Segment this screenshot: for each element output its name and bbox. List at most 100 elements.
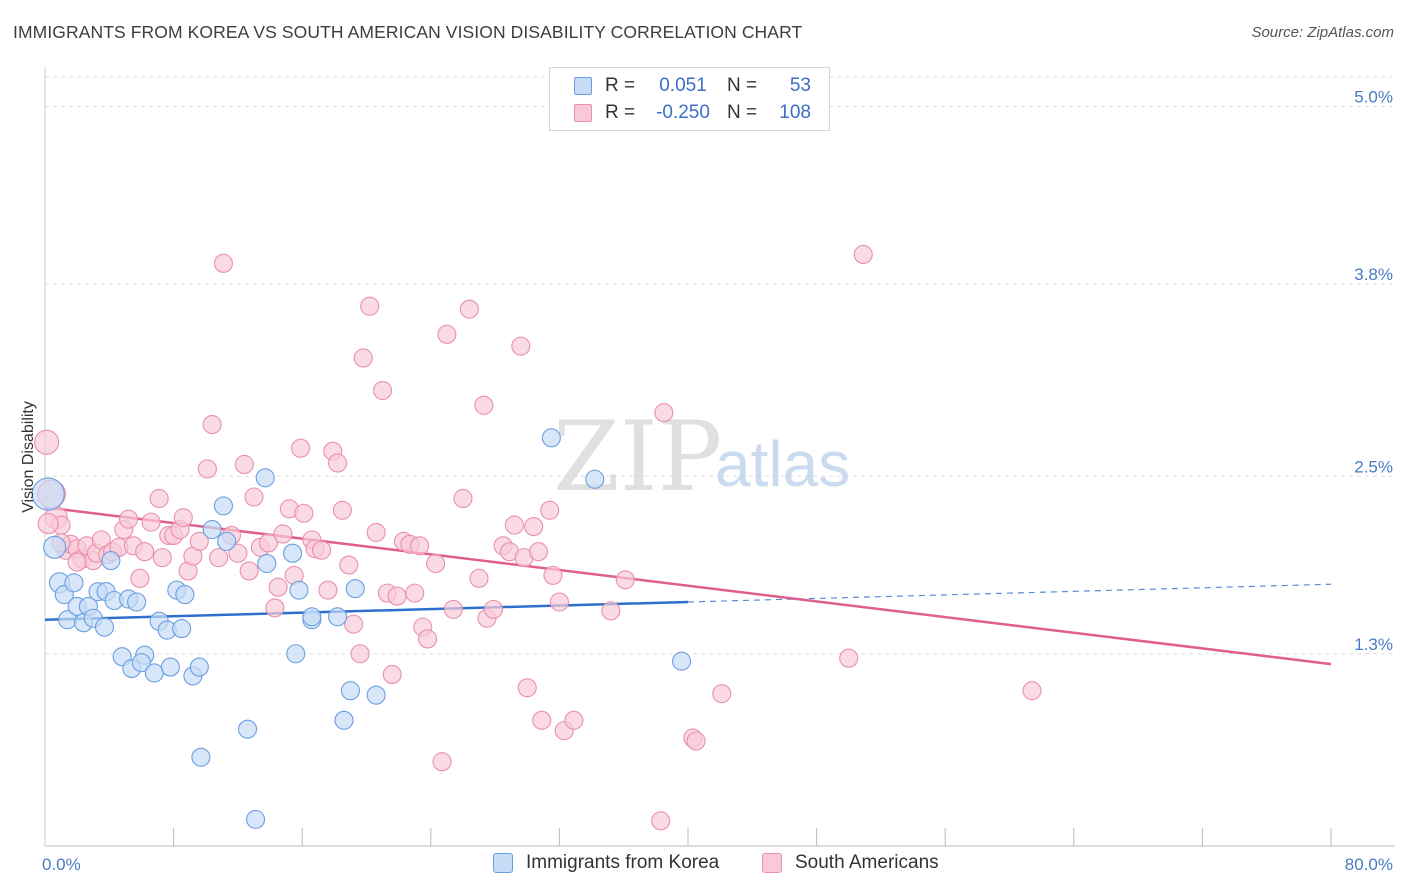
south-american-point	[141, 512, 161, 532]
legend-swatch-south-americans	[574, 104, 592, 122]
korea-point	[101, 551, 121, 571]
south-american-point	[152, 548, 172, 568]
korea-point	[131, 653, 151, 673]
south-american-point	[213, 253, 233, 273]
south-american-point	[294, 503, 314, 523]
south-american-point	[339, 555, 359, 575]
south-american-point	[228, 543, 248, 563]
south-american-point	[432, 752, 452, 772]
korea-trend-extension	[687, 583, 1332, 603]
korea-point	[283, 543, 303, 563]
south-american-point	[443, 599, 463, 619]
south-american-point	[453, 488, 473, 509]
south-american-point	[234, 454, 254, 475]
south-american-point	[654, 403, 674, 423]
legend-swatch-korea	[493, 853, 513, 873]
south-american-point	[350, 644, 370, 664]
korea-point	[672, 651, 692, 671]
korea-point	[191, 747, 211, 767]
south-american-point	[244, 487, 264, 507]
legend-swatch-korea	[574, 77, 592, 95]
south-american-point	[387, 586, 407, 606]
korea-point	[217, 531, 237, 551]
legend-r-value: -0.250	[656, 102, 710, 123]
x-tick-label: 80.0%	[1345, 855, 1393, 874]
south-american-point	[853, 244, 873, 265]
legend-item-south-americans: South Americans	[762, 852, 939, 874]
south-american-point	[67, 552, 87, 572]
legend-n-label: N =	[727, 102, 758, 123]
south-american-point	[353, 348, 373, 368]
south-american-point	[189, 531, 209, 551]
south-american-point	[373, 380, 393, 401]
south-american-point	[426, 553, 446, 574]
korea-point	[237, 719, 258, 739]
korea-point	[64, 573, 84, 593]
south-american-point	[173, 508, 193, 528]
x-tick-label: 0.0%	[42, 855, 81, 874]
legend-n-label: N =	[727, 75, 758, 96]
korea-point	[172, 619, 192, 639]
legend-item-korea: Immigrants from Korea	[493, 852, 719, 874]
legend-n-value: 108	[779, 102, 811, 123]
korea-point	[213, 496, 233, 516]
south-american-point	[366, 522, 386, 543]
south-american-point	[209, 548, 229, 568]
y-tick-label: 3.8%	[1354, 265, 1393, 284]
korea-point	[257, 553, 277, 574]
korea-point	[286, 644, 306, 664]
south-american-point	[528, 542, 549, 562]
chart-title: IMMIGRANTS FROM KOREA VS SOUTH AMERICAN …	[13, 22, 803, 42]
south-american-point	[540, 500, 560, 520]
series-legend: Immigrants from Korea South Americans	[0, 852, 1406, 878]
south-american-point	[524, 517, 544, 537]
south-american-point	[130, 568, 150, 588]
south-american-point	[517, 678, 537, 698]
legend-row-korea: R = 0.051 N = 53	[574, 73, 811, 99]
korea-point	[189, 657, 209, 677]
south-american-point	[258, 533, 278, 553]
watermark: ZIP atlas	[553, 401, 850, 513]
korea-point	[202, 519, 222, 540]
source-label: Source: ZipAtlas.com	[1251, 24, 1394, 41]
south-american-point	[328, 453, 348, 473]
korea-point	[127, 592, 147, 612]
south-american-point	[651, 811, 671, 831]
south-american-point	[469, 568, 489, 588]
south-american-point	[564, 710, 584, 730]
korea-point	[175, 585, 195, 605]
y-tick-label: 1.3%	[1354, 635, 1393, 654]
south-american-point	[511, 336, 531, 356]
data-points	[31, 244, 1042, 831]
y-tick-label: 5.0%	[1354, 88, 1393, 107]
korea-point	[255, 468, 275, 488]
korea-point	[340, 681, 360, 701]
south-american-point	[344, 614, 364, 634]
south-american-point	[360, 296, 380, 316]
south-american-point	[202, 414, 222, 435]
south-american-point	[839, 648, 859, 668]
south-american-point	[459, 299, 479, 319]
south-american-point	[409, 536, 430, 556]
south-american-point	[268, 577, 288, 597]
korea-point	[160, 657, 180, 677]
axes	[44, 67, 1395, 847]
korea-point	[246, 809, 266, 829]
legend-r-label: R =	[605, 75, 636, 96]
y-axis-label: Vision Disability	[20, 401, 37, 513]
korea-point	[94, 617, 115, 637]
south-american-point	[382, 664, 402, 685]
legend-r-value: 0.051	[659, 75, 707, 96]
legend-swatch-south-americans	[762, 853, 782, 873]
korea-point	[541, 428, 561, 448]
korea-point	[144, 663, 164, 683]
korea-point	[334, 710, 354, 730]
south-american-point	[712, 684, 732, 704]
south-american-point	[265, 598, 285, 618]
legend-label-korea: Immigrants from Korea	[526, 852, 720, 873]
legend-label-south-americans: South Americans	[795, 852, 939, 873]
legend-r-label: R =	[605, 102, 636, 123]
korea-point	[328, 607, 348, 627]
legend-n-value: 53	[789, 75, 811, 96]
